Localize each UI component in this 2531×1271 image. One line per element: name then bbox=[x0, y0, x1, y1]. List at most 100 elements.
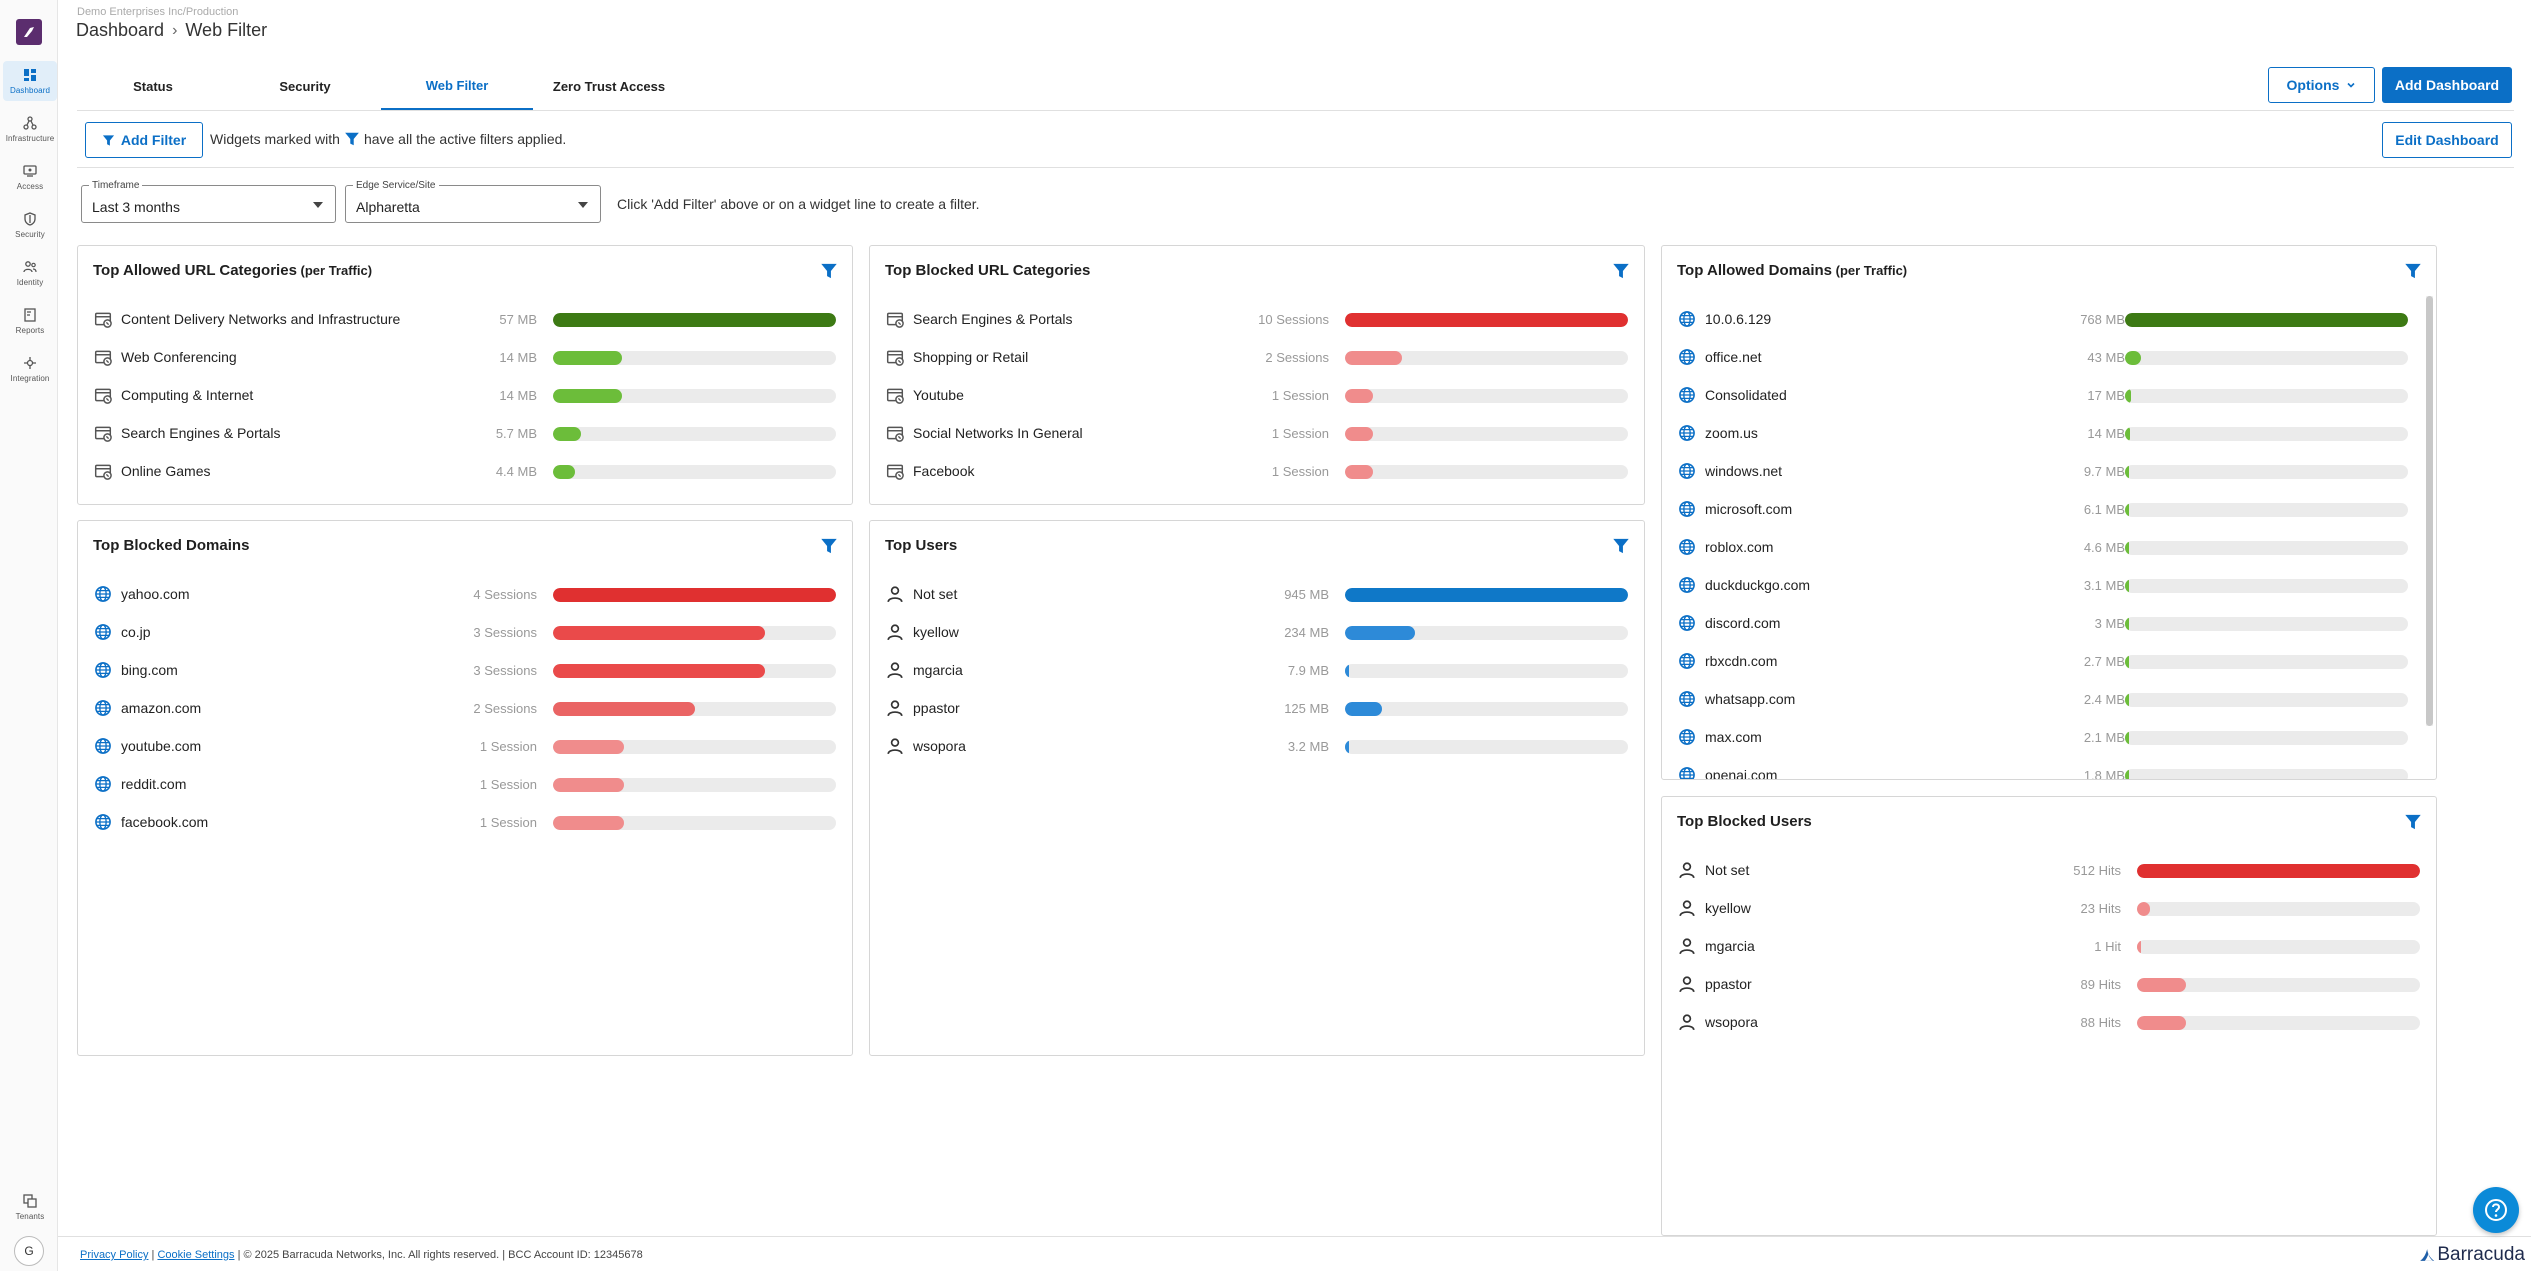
add-dashboard-button[interactable]: Add Dashboard bbox=[2382, 67, 2512, 103]
sidebar-item-security[interactable]: Security bbox=[3, 205, 57, 245]
widget-row[interactable]: wsopora 88 Hits bbox=[1678, 1009, 2420, 1047]
widget-row[interactable]: ppastor 89 Hits bbox=[1678, 971, 2420, 1009]
widget-row[interactable]: mgarcia 7.9 MB bbox=[886, 657, 1628, 695]
row-bar-track bbox=[1345, 588, 1628, 602]
widget-row[interactable]: youtube.com 1 Session bbox=[94, 733, 836, 771]
widget-row[interactable]: roblox.com 4.6 MB bbox=[1678, 534, 2408, 572]
sidebar-item-infrastructure[interactable]: Infrastructure bbox=[3, 109, 57, 149]
sidebar-item-access[interactable]: Access bbox=[3, 157, 57, 197]
row-name: ppastor bbox=[913, 700, 960, 716]
widget-row[interactable]: Shopping or Retail 2 Sessions bbox=[886, 344, 1628, 382]
app-logo-icon[interactable] bbox=[16, 19, 42, 45]
sidebar-item-reports[interactable]: Reports bbox=[3, 301, 57, 341]
row-value: 43 MB bbox=[2087, 350, 2125, 365]
widget-filter-funnel-icon[interactable] bbox=[2404, 262, 2422, 280]
widget-row[interactable]: Computing & Internet 14 MB bbox=[94, 382, 836, 420]
row-bar-track bbox=[1345, 313, 1628, 327]
globe-icon bbox=[95, 738, 111, 754]
row-value: 14 MB bbox=[499, 388, 537, 403]
avatar[interactable]: G bbox=[14, 1236, 44, 1266]
widget-row[interactable]: co.jp 3 Sessions bbox=[94, 619, 836, 657]
row-value: 1 Session bbox=[479, 815, 537, 830]
timeframe-select[interactable]: Timeframe Last 3 months bbox=[81, 180, 336, 223]
footer-copyright: | © 2025 Barracuda Networks, Inc. All ri… bbox=[237, 1249, 643, 1261]
widget-row[interactable]: Web Conferencing 14 MB bbox=[94, 344, 836, 382]
sidebar-item-dashboard[interactable]: Dashboard bbox=[3, 61, 57, 101]
help-button[interactable] bbox=[2473, 1187, 2519, 1233]
widget-row[interactable]: Search Engines & Portals 10 Sessions bbox=[886, 306, 1628, 344]
sidebar-item-tenants[interactable]: Tenants bbox=[3, 1187, 57, 1227]
breadcrumb-item-dashboard[interactable]: Dashboard bbox=[76, 20, 165, 40]
funnel-icon bbox=[345, 132, 359, 146]
widget-row[interactable]: max.com 2.1 MB bbox=[1678, 724, 2408, 762]
sidebar-item-identity[interactable]: Identity bbox=[3, 253, 57, 293]
widget-row[interactable]: Content Delivery Networks and Infrastruc… bbox=[94, 306, 836, 344]
widget-row[interactable]: rbxcdn.com 2.7 MB bbox=[1678, 648, 2408, 686]
sidebar-item-integration[interactable]: Integration bbox=[3, 349, 57, 389]
widget-row[interactable]: 10.0.6.129 768 MB bbox=[1678, 306, 2408, 344]
row-value: 3 Sessions bbox=[473, 663, 537, 678]
row-bar-track bbox=[553, 778, 836, 792]
widget-row[interactable]: zoom.us 14 MB bbox=[1678, 420, 2408, 458]
widget-row[interactable]: ppastor 125 MB bbox=[886, 695, 1628, 733]
row-bar-track bbox=[1345, 626, 1628, 640]
widget-row[interactable]: kyellow 234 MB bbox=[886, 619, 1628, 657]
identity-icon bbox=[23, 260, 37, 272]
widget-row[interactable]: microsoft.com 6.1 MB bbox=[1678, 496, 2408, 534]
widget-filter-funnel-icon[interactable] bbox=[820, 262, 838, 280]
user-icon bbox=[887, 662, 903, 679]
widget-row[interactable]: kyellow 23 Hits bbox=[1678, 895, 2420, 933]
row-bar-track bbox=[1345, 664, 1628, 678]
widget-filter-funnel-icon[interactable] bbox=[1612, 537, 1630, 555]
tab-zero-trust-access[interactable]: Zero Trust Access bbox=[552, 79, 666, 94]
widget-row[interactable]: Youtube 1 Session bbox=[886, 382, 1628, 420]
widget-row[interactable]: Consolidated 17 MB bbox=[1678, 382, 2408, 420]
barracuda-logo-icon bbox=[2420, 1249, 2435, 1261]
tab-status[interactable]: Status bbox=[133, 79, 173, 94]
widget-filter-funnel-icon[interactable] bbox=[820, 537, 838, 555]
row-value: 3.2 MB bbox=[1287, 739, 1329, 754]
widget-top-blocked-users: Top Blocked Users Not set 512 Hits kyellow 2… bbox=[1661, 796, 2437, 1236]
tab-security[interactable]: Security bbox=[279, 79, 331, 94]
widget-top-blocked-domains: Top Blocked Domains yahoo.com 4 Sessions co… bbox=[77, 520, 853, 1056]
tab-web-filter[interactable]: Web Filter bbox=[381, 62, 533, 111]
row-bar-track bbox=[2125, 655, 2408, 669]
widget-row[interactable]: Online Games 4.4 MB bbox=[94, 458, 836, 496]
row-value: 5.7 MB bbox=[495, 426, 537, 441]
tenants-icon bbox=[23, 1193, 37, 1208]
privacy-policy-link[interactable]: Privacy Policy bbox=[80, 1249, 149, 1261]
widget-filter-funnel-icon[interactable] bbox=[1612, 262, 1630, 280]
widget-row[interactable]: Social Networks In General 1 Session bbox=[886, 420, 1628, 458]
globe-icon bbox=[1679, 539, 1695, 555]
infrastructure-icon bbox=[23, 115, 37, 130]
widget-scrollbar[interactable] bbox=[2426, 296, 2433, 726]
funnel-icon bbox=[102, 134, 114, 146]
widget-filter-funnel-icon[interactable] bbox=[2404, 813, 2422, 831]
edge-service-select[interactable]: Edge Service/Site Alpharetta bbox=[345, 180, 601, 223]
widget-row[interactable]: discord.com 3 MB bbox=[1678, 610, 2408, 648]
widget-row[interactable]: Search Engines & Portals 5.7 MB bbox=[94, 420, 836, 458]
cookie-settings-link[interactable]: Cookie Settings bbox=[157, 1249, 235, 1261]
row-bar-track bbox=[2125, 617, 2408, 631]
row-value: 4.6 MB bbox=[2083, 540, 2125, 555]
widget-row[interactable]: bing.com 3 Sessions bbox=[94, 657, 836, 695]
widget-row[interactable]: duckduckgo.com 3.1 MB bbox=[1678, 572, 2408, 610]
widget-row[interactable]: yahoo.com 4 Sessions bbox=[94, 581, 836, 619]
widget-row[interactable]: facebook.com 1 Session bbox=[94, 809, 836, 847]
widget-row[interactable]: Not set 945 MB bbox=[886, 581, 1628, 619]
edit-dashboard-button[interactable]: Edit Dashboard bbox=[2382, 122, 2512, 158]
widget-row[interactable]: Facebook 1 Session bbox=[886, 458, 1628, 496]
row-bar-track bbox=[2137, 902, 2420, 916]
widget-row[interactable]: reddit.com 1 Session bbox=[94, 771, 836, 809]
widget-row[interactable]: wsopora 3.2 MB bbox=[886, 733, 1628, 771]
widget-row[interactable]: office.net 43 MB bbox=[1678, 344, 2408, 382]
widget-row[interactable]: mgarcia 1 Hit bbox=[1678, 933, 2420, 971]
options-button[interactable]: Options bbox=[2268, 67, 2375, 103]
widget-row[interactable]: Not set 512 Hits bbox=[1678, 857, 2420, 895]
widget-row[interactable]: amazon.com 2 Sessions bbox=[94, 695, 836, 733]
add-filter-button[interactable]: Add Filter bbox=[85, 122, 203, 158]
widget-row[interactable]: windows.net 9.7 MB bbox=[1678, 458, 2408, 496]
reports-icon bbox=[24, 307, 36, 322]
widget-row[interactable]: openai.com 1.8 MB bbox=[1678, 762, 2408, 779]
widget-row[interactable]: whatsapp.com 2.4 MB bbox=[1678, 686, 2408, 724]
